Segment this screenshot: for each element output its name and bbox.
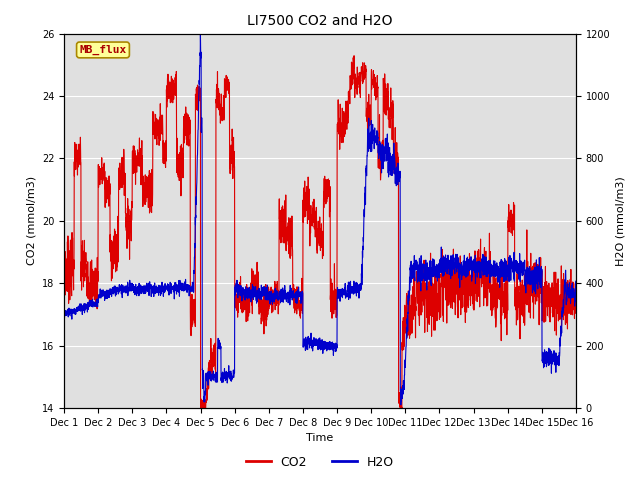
Y-axis label: CO2 (mmol/m3): CO2 (mmol/m3): [26, 176, 36, 265]
Text: MB_flux: MB_flux: [79, 45, 127, 55]
Title: LI7500 CO2 and H2O: LI7500 CO2 and H2O: [247, 14, 393, 28]
Y-axis label: H2O (mmol/m3): H2O (mmol/m3): [616, 176, 626, 265]
X-axis label: Time: Time: [307, 433, 333, 443]
Legend: CO2, H2O: CO2, H2O: [241, 451, 399, 474]
